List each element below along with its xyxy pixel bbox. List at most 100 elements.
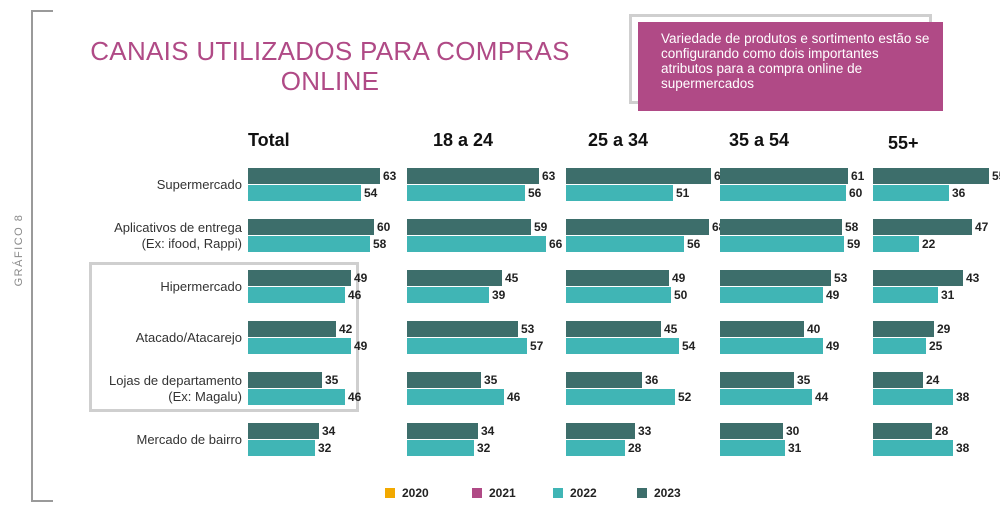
bar-2023 [248,168,380,184]
bar-2023 [407,372,481,388]
category-label-line: (Ex: ifood, Rappi) [141,235,242,251]
data-label: 59 [847,237,861,251]
data-label: 61 [851,169,865,183]
bar-2023 [407,168,539,184]
category-label: Supermercado [157,177,242,193]
legend-swatch [472,488,482,498]
bar-2023 [720,321,804,337]
bar-2022 [720,287,823,303]
bar-2022 [407,389,504,405]
data-label: 35 [325,373,339,387]
data-label: 24 [926,373,940,387]
data-label: 51 [676,186,690,200]
data-label: 38 [956,441,970,455]
bar-2023 [248,270,351,286]
data-label: 58 [373,237,387,251]
bar-2023 [720,423,783,439]
bar-2022 [566,236,684,252]
category-label: Mercado de bairro [137,432,243,448]
data-label: 49 [672,271,686,285]
legend-label: 2021 [489,486,516,500]
bar-2022 [248,236,370,252]
bar-2022 [566,185,673,201]
data-label: 45 [664,322,678,336]
bar-2022 [407,287,489,303]
chart-title: CANAIS UTILIZADOS PARA COMPRAS ONLINE [90,36,570,96]
bar-2022 [873,185,949,201]
data-label: 36 [952,186,966,200]
data-label: 34 [481,424,495,438]
category-label-line: Aplicativos de entrega [114,219,242,235]
legend-item-2023: 2023 [637,486,681,500]
data-label: 35 [484,373,498,387]
bar-2022 [566,389,675,405]
category-label-line: Mercado de bairro [136,431,243,447]
data-label: 38 [956,390,970,404]
bar-2023 [720,168,848,184]
bar-2023 [873,168,989,184]
bar-2022 [248,338,351,354]
data-label: 40 [807,322,821,336]
bar-2022 [566,287,671,303]
panel-title: 55+ [888,133,919,153]
bar-2023 [873,219,972,235]
legend-label: 2022 [570,486,597,500]
data-label: 42 [339,322,353,336]
data-label: 39 [492,288,506,302]
data-label: 28 [628,441,642,455]
bar-2022 [873,389,953,405]
data-label: 31 [941,288,955,302]
panel-title: 18 a 24 [433,130,494,150]
bar-2023 [407,423,478,439]
legend-label: 2020 [402,486,429,500]
category-label-line: Lojas de departamento [109,372,242,388]
data-label: 60 [377,220,391,234]
data-label: 46 [348,288,362,302]
panel-title: 25 a 34 [588,130,649,150]
data-label: 49 [354,339,368,353]
data-label: 66 [549,237,563,251]
data-label: 60 [849,186,863,200]
data-label: 56 [687,237,701,251]
bar-2022 [720,440,785,456]
figure-number-label: GRÁFICO 8 [13,213,25,287]
bar-2023 [566,168,711,184]
bar-2023 [407,321,518,337]
bar-2022 [873,338,926,354]
bar-2023 [720,270,831,286]
data-label: 29 [937,322,951,336]
data-label: 46 [348,390,362,404]
data-label: 31 [788,441,802,455]
bar-2022 [720,236,844,252]
bar-2023 [873,270,963,286]
bar-2023 [566,372,642,388]
data-label: 49 [826,288,840,302]
data-label: 35 [797,373,811,387]
category-label-line: Atacado/Atacarejo [135,329,242,345]
data-label: 56 [528,186,542,200]
bar-2022 [248,389,345,405]
legend-swatch [553,488,563,498]
data-label: 54 [682,339,696,353]
bar-2022 [566,440,625,456]
category-label-line: (Ex: Magalu) [168,388,242,404]
data-label: 49 [826,339,840,353]
data-label: 52 [678,390,692,404]
panel-title: Total [248,130,290,150]
bar-2022 [248,287,345,303]
legend-swatch [637,488,647,498]
category-label: Aplicativos de entrega (Ex: ifood, Rappi) [114,220,242,252]
bar-2023 [873,321,934,337]
data-label: 58 [845,220,859,234]
bar-2022 [248,185,361,201]
category-label-line: Supermercado [156,176,242,192]
bar-2023 [566,270,669,286]
legend-item-2021: 2021 [472,486,516,500]
bar-2023 [873,423,932,439]
legend-item-2020: 2020 [385,486,429,500]
bar-2023 [873,372,923,388]
data-label: 28 [935,424,949,438]
bar-2022 [720,389,812,405]
data-label: 36 [645,373,659,387]
bar-2023 [720,372,794,388]
